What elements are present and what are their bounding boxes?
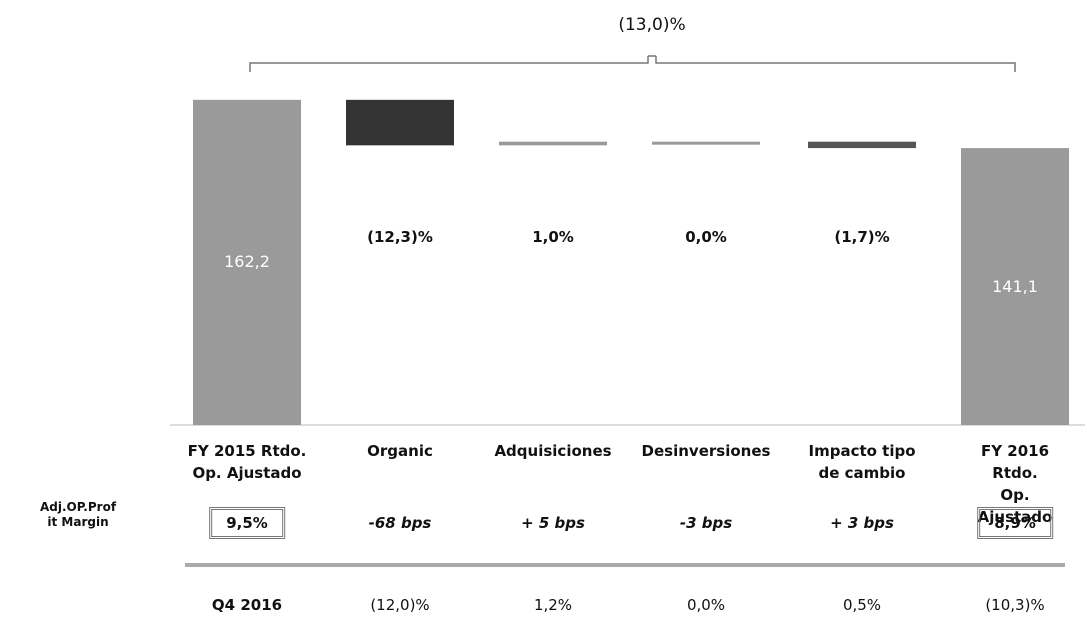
q4-value: 0,0% xyxy=(686,596,726,614)
bar xyxy=(499,141,607,146)
change-label: (12,3)% xyxy=(367,228,433,246)
change-label: 1,0% xyxy=(532,228,574,246)
bar xyxy=(193,99,301,425)
x-tick-label: Organic xyxy=(367,442,433,460)
q4-value: (12,0)% xyxy=(370,596,430,614)
bar xyxy=(346,99,454,146)
q4-value: 1,2% xyxy=(533,596,573,614)
x-tick-label: Desinversiones xyxy=(641,442,771,460)
bar xyxy=(808,141,916,149)
value-label: 141,1 xyxy=(992,276,1038,296)
q4-value: 0,5% xyxy=(842,596,882,614)
x-tick-label: FY 2015 Rtdo. Op. Ajustado xyxy=(187,442,307,482)
change-label: (1,7)% xyxy=(834,228,890,246)
margin-value: 9,5% xyxy=(209,507,285,539)
margin-value: -3 bps xyxy=(679,514,733,532)
q4-value: (10,3)% xyxy=(985,596,1045,614)
bar xyxy=(652,141,760,145)
margin-value: + 5 bps xyxy=(521,514,585,532)
q4-label: Q4 2016 xyxy=(211,596,283,614)
row-label: Adj.OP.Prof it Margin xyxy=(39,500,117,529)
x-tick-label: Impacto tipo de cambio xyxy=(808,442,916,482)
margin-value: 8,9% xyxy=(977,507,1053,539)
margin-value: + 3 bps xyxy=(830,514,894,532)
change-label: 0,0% xyxy=(685,228,727,246)
x-tick-label: Adquisiciones xyxy=(494,442,612,460)
bracket-label: (13,0)% xyxy=(618,15,686,35)
bar xyxy=(961,148,1069,426)
margin-value: -68 bps xyxy=(368,514,432,532)
value-label: 162,2 xyxy=(224,252,270,272)
x-tick-label: FY 2016 Rtdo. Op. Ajustado xyxy=(977,442,1053,526)
bracket xyxy=(249,55,1016,72)
